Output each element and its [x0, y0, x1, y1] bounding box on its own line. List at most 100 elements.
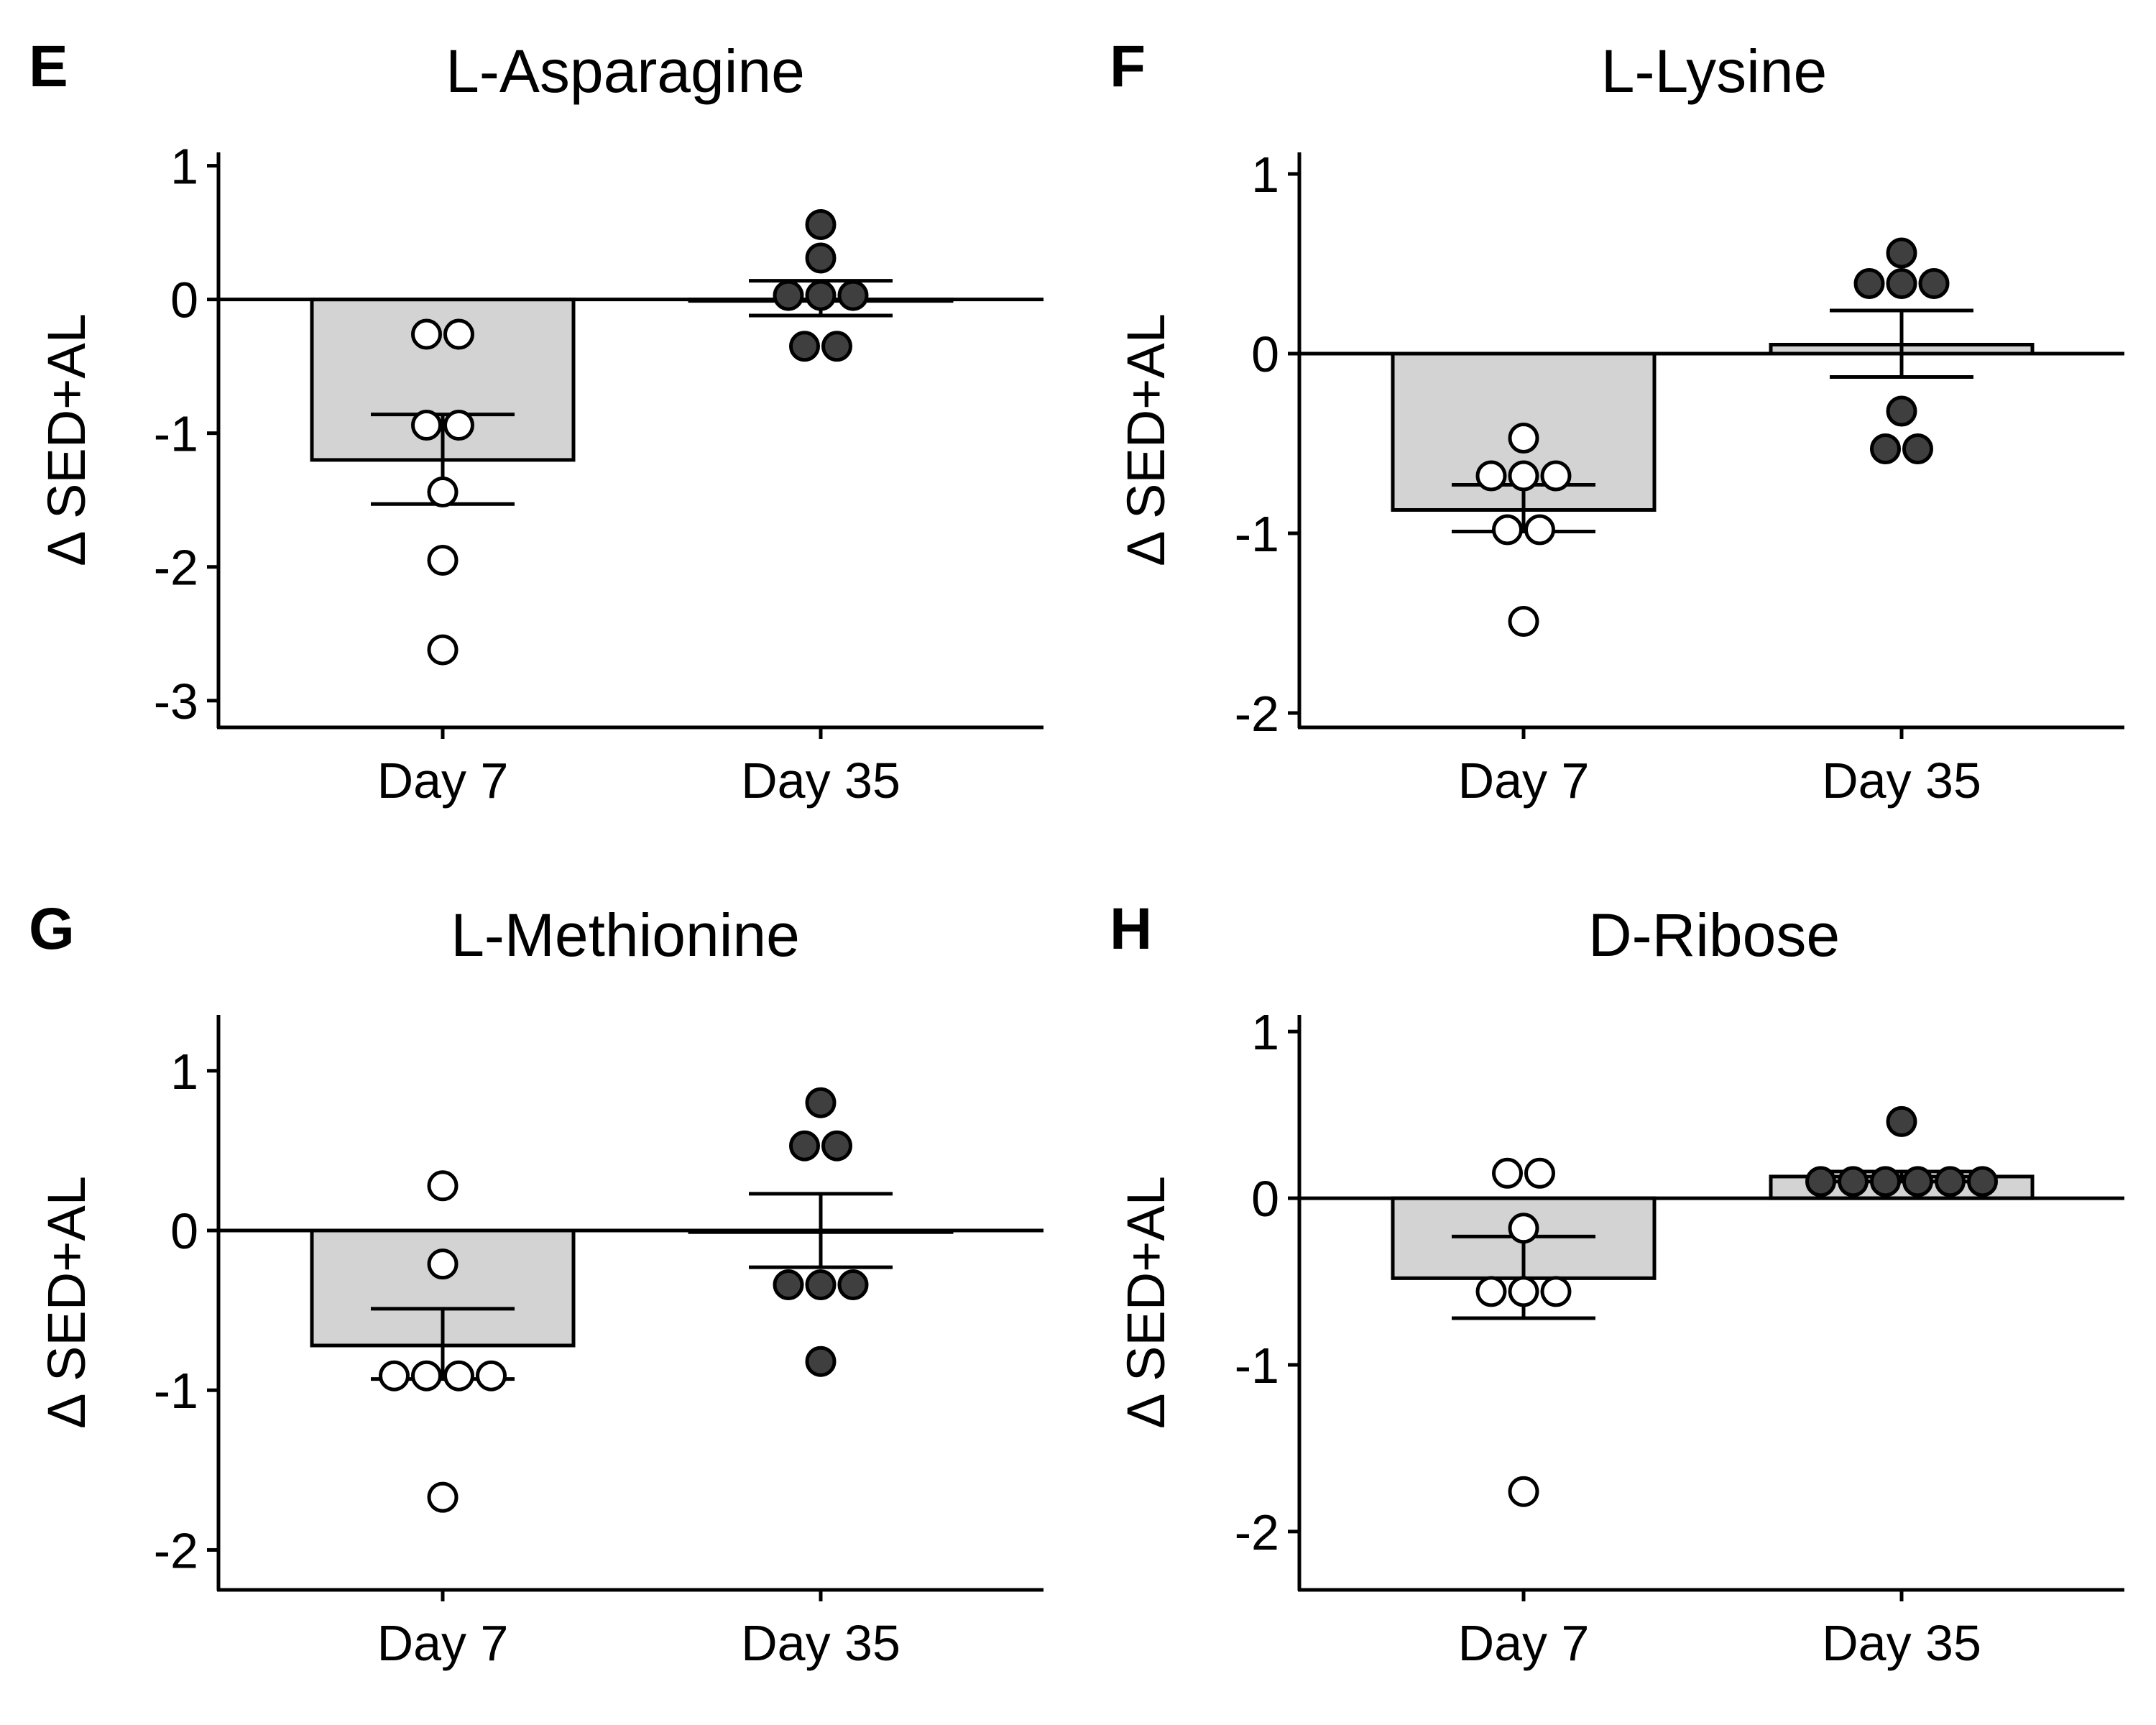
day7-point: [443, 318, 474, 350]
panel-title: L-Methionine: [451, 901, 800, 969]
y-tick-label: 0: [1251, 1171, 1279, 1227]
day35-point: [805, 1087, 837, 1118]
day7-point: [1508, 1476, 1539, 1507]
y-tick-label: 0: [170, 272, 198, 328]
x-tick-label: Day 35: [1822, 1615, 1981, 1671]
day7-point: [1508, 1213, 1539, 1244]
panel-f: F L-Lysine Δ SED+AL 1 0 -1 -2 Day 7 Day 35: [1110, 34, 2124, 809]
day35-point: [1886, 237, 1917, 269]
day7-point: [427, 544, 459, 576]
y-tick-label: 1: [170, 1044, 198, 1100]
x-tick-label: Day 35: [741, 753, 900, 809]
panel-letter: F: [1110, 34, 1146, 99]
day7-point: [1508, 460, 1539, 492]
y-tick-label: -2: [1235, 686, 1279, 742]
x-tick-label: Day 7: [377, 1615, 509, 1671]
y-tick-label: -2: [154, 540, 198, 596]
day35-point: [821, 331, 852, 362]
panel-title: D-Ribose: [1588, 901, 1840, 969]
day35-point: [837, 1269, 869, 1301]
day7-point: [427, 477, 459, 508]
day35-point: [805, 1346, 837, 1377]
day35-point: [805, 208, 837, 240]
day7-point: [427, 1170, 459, 1202]
y-tick-label: -2: [154, 1522, 198, 1578]
y-tick-label: 0: [1251, 326, 1279, 382]
y-axis-label: Δ SED+AL: [1116, 313, 1176, 566]
day35-point: [1870, 433, 1901, 464]
day35-point: [1886, 395, 1917, 427]
panel-letter: G: [29, 896, 75, 962]
day7-point: [1475, 1276, 1507, 1307]
day7-point: [427, 1248, 459, 1280]
day35-point: [773, 1269, 804, 1301]
panel-title: L-Asparagine: [446, 37, 805, 105]
day35-point: [1967, 1166, 1998, 1197]
error-bar-1: [1830, 308, 1973, 379]
day7-point: [1492, 1157, 1523, 1189]
y-tick-label: 1: [1251, 147, 1279, 203]
day35-point: [1918, 268, 1950, 299]
day7-point: [1475, 460, 1507, 492]
day35-point: [837, 280, 869, 311]
day7-point: [443, 410, 474, 441]
day35-point: [1886, 1105, 1917, 1137]
day35-point: [773, 280, 804, 311]
day7-point: [1492, 514, 1523, 546]
panel-letter: E: [29, 34, 68, 99]
day7-point: [476, 1360, 507, 1392]
y-axis-label: Δ SED+AL: [37, 313, 96, 566]
y-tick-label: -1: [1235, 1338, 1279, 1394]
y-tick-label: -1: [1235, 506, 1279, 562]
day35-point: [1853, 268, 1885, 299]
day35-point: [789, 1130, 820, 1162]
y-tick-label: -1: [154, 406, 198, 462]
panel-g: G L-Methionine Δ SED+AL 1 0 -1 -2 Day 7 Day 35: [29, 896, 1044, 1671]
day7-point: [427, 1481, 459, 1513]
day35-point: [821, 1130, 852, 1162]
panel-e: E L-Asparagine Δ SED+AL 1 0 -1 -2 -3 Day 7 Day 35: [29, 34, 1044, 809]
x-tick-label: Day 7: [1458, 1615, 1590, 1671]
day7-point: [411, 1360, 442, 1392]
day35-point: [1902, 433, 1933, 464]
x-tick-label: Day 7: [1458, 753, 1590, 809]
day7-point: [1508, 606, 1539, 637]
day7-point: [427, 634, 459, 666]
day35-point: [789, 331, 820, 362]
y-tick-label: -3: [154, 673, 198, 730]
y-tick-label: -2: [1235, 1504, 1279, 1560]
x-tick-label: Day 35: [741, 1615, 900, 1671]
day35-point: [1886, 268, 1917, 299]
day35-point: [1870, 1166, 1901, 1197]
day35-point: [805, 1269, 837, 1301]
day7-point: [411, 318, 442, 350]
day35-point: [1805, 1166, 1836, 1197]
day7-point: [1508, 423, 1539, 454]
day7-point: [411, 410, 442, 441]
y-axis-label: Δ SED+AL: [37, 1176, 96, 1429]
y-tick-label: 1: [1251, 1004, 1279, 1060]
y-tick-label: 1: [170, 139, 198, 195]
panel-letter: H: [1110, 896, 1152, 962]
y-tick-label: -1: [154, 1363, 198, 1419]
day7-point: [1508, 1276, 1539, 1307]
day7-point: [1540, 1276, 1572, 1307]
panel-h: H D-Ribose Δ SED+AL 1 0 -1 -2 Day 7 Day 35: [1110, 896, 2124, 1671]
day35-point: [1935, 1166, 1966, 1197]
day7-point: [443, 1360, 474, 1392]
day35-point: [1838, 1166, 1869, 1197]
y-axis-label: Δ SED+AL: [1116, 1176, 1176, 1429]
day7-point: [379, 1360, 410, 1392]
y-tick-label: 0: [170, 1203, 198, 1259]
x-tick-label: Day 7: [377, 753, 509, 809]
day35-point: [805, 242, 837, 274]
day35-point: [805, 280, 837, 311]
day35-point: [1902, 1166, 1933, 1197]
day7-point: [1524, 514, 1555, 546]
day7-point: [1524, 1157, 1555, 1189]
day7-point: [1540, 460, 1572, 492]
x-tick-label: Day 35: [1822, 753, 1981, 809]
error-bar-1: [749, 1192, 893, 1269]
panel-title: L-Lysine: [1601, 37, 1827, 105]
